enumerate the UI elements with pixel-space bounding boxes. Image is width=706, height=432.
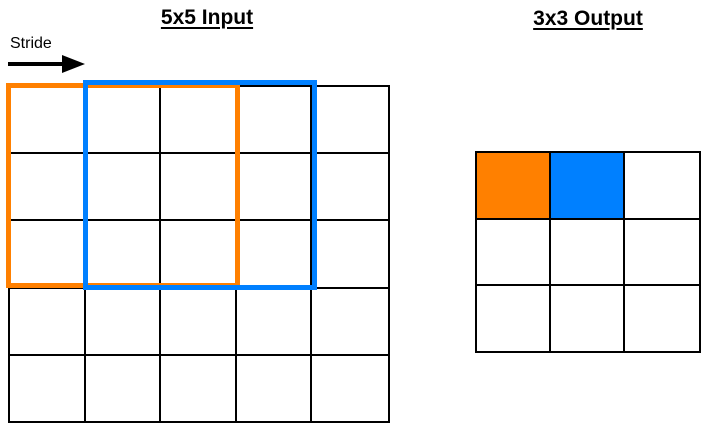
grid-cell bbox=[312, 154, 388, 222]
grid-cell bbox=[236, 154, 313, 222]
grid-cell bbox=[161, 355, 237, 421]
grid-cell bbox=[312, 289, 388, 356]
stride-right-arrow-icon bbox=[8, 55, 85, 73]
grid-cell bbox=[85, 154, 162, 222]
grid-cell bbox=[551, 286, 625, 351]
grid-cell bbox=[312, 221, 388, 289]
grid-cell bbox=[86, 355, 162, 421]
grid-cell bbox=[161, 288, 237, 356]
input-grid-title: 5x5 Input bbox=[160, 6, 254, 29]
grid-cell bbox=[477, 219, 551, 287]
grid-cell bbox=[625, 220, 699, 287]
grid-cell bbox=[312, 87, 388, 155]
grid-cell bbox=[85, 87, 162, 155]
blue-window-overlay bbox=[83, 80, 317, 290]
grid-cell bbox=[236, 288, 313, 356]
grid-cell bbox=[551, 219, 625, 287]
filled-grid-cell bbox=[551, 153, 625, 220]
grid-cell bbox=[10, 355, 86, 421]
stride-label: Stride bbox=[10, 35, 52, 52]
grid-cell bbox=[236, 87, 313, 155]
grid-cell bbox=[477, 286, 551, 351]
output-grid-title: 3x3 Output bbox=[533, 7, 643, 30]
grid-cell bbox=[312, 356, 388, 421]
grid-cell bbox=[10, 288, 86, 356]
grid-cell bbox=[625, 153, 699, 220]
output-grid-3x3 bbox=[475, 151, 701, 353]
grid-cell bbox=[237, 355, 313, 421]
filled-grid-cell bbox=[477, 153, 551, 220]
grid-cell bbox=[85, 288, 162, 356]
grid-cell bbox=[625, 286, 699, 351]
